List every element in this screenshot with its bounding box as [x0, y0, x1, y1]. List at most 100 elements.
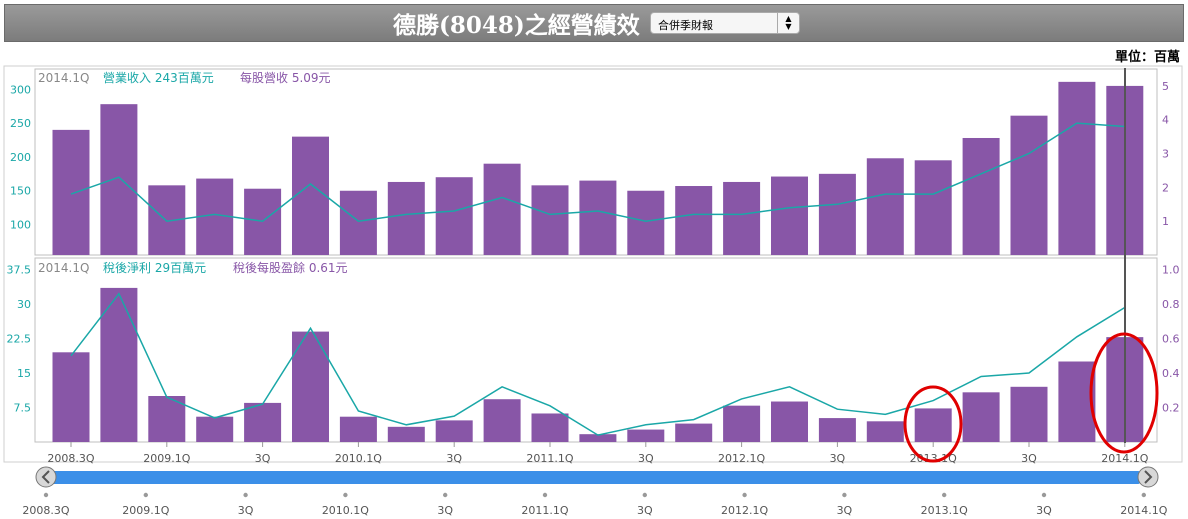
navigator-tick-label: 2008.3Q — [22, 504, 69, 517]
navigator-tick-label: 2009.1Q — [122, 504, 169, 517]
revenue-bar — [962, 137, 1000, 255]
revenue-right-tick: 1 — [1162, 215, 1169, 228]
net-income-bar — [339, 416, 377, 442]
revenue-bar — [914, 160, 952, 255]
navigator-dot — [842, 492, 847, 498]
navigator-tick-label: 2013.1Q — [921, 504, 968, 517]
net-income-bar — [627, 429, 665, 442]
net-income-bar — [579, 434, 617, 442]
revenue-right-tick: 2 — [1162, 181, 1169, 194]
net-income-right-tick: 0.6 — [1162, 333, 1180, 346]
net-income-bar — [387, 426, 425, 442]
select-arrows-icon: ▲ ▼ — [777, 13, 799, 33]
net-income-bar — [771, 401, 808, 442]
revenue-bar — [483, 163, 521, 255]
net-income-bar — [531, 413, 569, 442]
net-income-bar — [52, 352, 90, 442]
revenue-bar — [339, 190, 377, 255]
revenue-bar — [435, 177, 473, 255]
navigator-tick-label: 3Q — [637, 504, 653, 517]
net-income-right-tick: 1.0 — [1162, 264, 1180, 277]
navigator-dot — [942, 492, 947, 498]
navigator-dot — [1041, 492, 1047, 498]
net-income-left-tick: 30 — [17, 298, 31, 311]
net-income-bar — [483, 399, 521, 442]
revenue-left-tick: 250 — [10, 117, 31, 130]
navigator-tick-label: 3Q — [1036, 504, 1052, 517]
net-income-bar — [675, 423, 713, 442]
bottom-legend-period: 2014.1Q — [38, 261, 89, 275]
navigator-dot — [1141, 492, 1147, 498]
navigator-tick-label: 2014.1Q — [1120, 504, 1167, 517]
x-tick-label: 3Q — [446, 452, 462, 465]
navigator-tick-label: 2012.1Q — [721, 504, 768, 517]
navigator-tick-label: 3Q — [437, 504, 453, 517]
net-income-bar — [100, 287, 138, 442]
revenue-bar — [579, 180, 617, 255]
net-income-bar — [1010, 386, 1048, 442]
navigator-dot — [742, 492, 747, 498]
x-tick-label: 2010.1Q — [335, 452, 382, 465]
highlight-circle-2014-1q — [1089, 332, 1159, 454]
net-income-left-tick: 22.5 — [7, 333, 32, 346]
navigator-tick-label: 2010.1Q — [322, 504, 369, 517]
navigator-dot — [43, 492, 49, 498]
highlight-circle-2013-1q — [903, 385, 963, 463]
x-tick-label: 2012.1Q — [718, 452, 765, 465]
x-tick-label: 2009.1Q — [143, 452, 190, 465]
bottom-legend-net-income: 稅後淨利 29百萬元 — [103, 261, 206, 275]
unit-label: 單位：百萬 — [1114, 50, 1180, 65]
navigator-dot — [542, 492, 548, 498]
net-income-right-tick: 0.8 — [1162, 298, 1180, 311]
revenue-right-tick: 3 — [1162, 148, 1169, 161]
report-type-select[interactable]: 合併季財報 ▲ ▼ — [650, 12, 800, 34]
navigator-left-handle[interactable] — [35, 466, 57, 488]
revenue-bar — [531, 185, 569, 255]
navigator-right-handle[interactable] — [1137, 466, 1159, 488]
navigator-dot — [243, 492, 248, 498]
x-tick-label: 3Q — [638, 452, 654, 465]
net-income-bar — [148, 396, 186, 442]
net-income-bar — [866, 421, 904, 442]
net-income-left-tick: 15 — [17, 367, 31, 380]
navigator-dot — [343, 492, 348, 498]
revenue-bar — [675, 186, 713, 255]
net-income-bar — [962, 392, 1000, 442]
revenue-bar — [627, 190, 665, 255]
page-title: 德勝(8048)之經營績效 — [393, 12, 640, 39]
x-tick-label: 3Q — [255, 452, 271, 465]
revenue-left-tick: 100 — [10, 219, 31, 232]
revenue-bar — [52, 129, 90, 255]
revenue-right-tick: 4 — [1162, 114, 1169, 127]
x-tick-label: 2008.3Q — [47, 452, 94, 465]
net-income-left-tick: 37.5 — [7, 264, 32, 277]
top-legend-period: 2014.1Q — [38, 71, 89, 85]
revenue-bar — [771, 176, 808, 255]
navigator-tick-label: 2011.1Q — [521, 504, 568, 517]
net-income-right-tick: 0.2 — [1162, 402, 1180, 415]
navigator-track[interactable] — [52, 471, 1140, 484]
revenue-bar — [100, 104, 138, 256]
navigator-tick-label: 3Q — [837, 504, 853, 517]
chevron-left-icon — [41, 470, 50, 484]
net-income-bar — [914, 408, 952, 442]
revenue-line — [70, 122, 1125, 222]
revenue-right-tick: 5 — [1162, 80, 1169, 93]
net-income-left-tick: 7.5 — [14, 402, 32, 415]
chart-frame — [3, 65, 1183, 463]
navigator[interactable] — [35, 466, 1159, 488]
navigator-dot — [642, 492, 647, 498]
x-tick-label: 3Q — [830, 452, 846, 465]
net-income-bar — [244, 402, 282, 442]
x-tick-label: 2013.1Q — [910, 452, 957, 465]
revenue-bar — [1010, 115, 1048, 255]
bottom-legend-eps: 稅後每股盈餘 0.61元 — [233, 260, 348, 275]
net-income-bar — [435, 420, 473, 442]
top-legend-revenue: 營業收入 243百萬元 — [103, 71, 214, 85]
revenue-bar — [818, 173, 856, 255]
net-income-bar — [1058, 361, 1096, 442]
net-income-right-tick: 0.4 — [1162, 367, 1180, 380]
revenue-bar — [1058, 81, 1096, 255]
revenue-bar — [148, 185, 186, 255]
net-income-bar — [818, 418, 856, 442]
